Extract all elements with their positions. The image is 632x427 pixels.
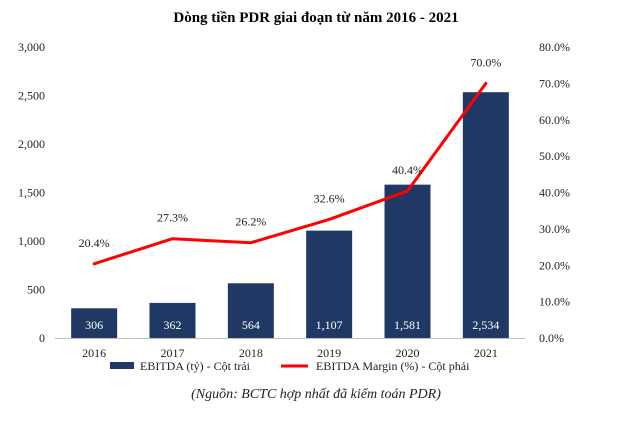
y-right-tick-label: 10.0% bbox=[539, 295, 570, 309]
margin-data-label: 20.4% bbox=[79, 236, 110, 250]
source-note: (Nguồn: BCTC hợp nhất đã kiểm toán PDR) bbox=[191, 387, 441, 402]
y-right-tick-label: 40.0% bbox=[539, 186, 570, 200]
bar-data-label: 306 bbox=[85, 318, 103, 332]
legend-label-margin: EBITDA Margin (%) - Cột phải bbox=[316, 359, 470, 373]
y-left-tick-label: 3,000 bbox=[18, 40, 45, 54]
bar bbox=[384, 184, 431, 338]
y-left-tick-label: 1,000 bbox=[18, 234, 45, 248]
y-left-tick-label: 500 bbox=[27, 283, 45, 297]
bar bbox=[149, 302, 196, 338]
y-left-tick-label: 1,500 bbox=[18, 186, 45, 200]
bar-data-label: 1,581 bbox=[394, 318, 421, 332]
margin-line bbox=[92, 81, 488, 266]
x-tick-label: 2020 bbox=[396, 346, 420, 360]
y-right-tick-label: 50.0% bbox=[539, 149, 570, 163]
margin-data-label: 26.2% bbox=[235, 215, 266, 229]
bar bbox=[462, 92, 509, 339]
y-left-tick-label: 0 bbox=[39, 331, 45, 345]
y-left-tick-label: 2,000 bbox=[18, 137, 45, 151]
margin-data-label: 40.4% bbox=[392, 163, 423, 177]
bar-data-label: 1,107 bbox=[316, 318, 343, 332]
legend-swatch-ebitda bbox=[110, 362, 134, 369]
y-right-tick-label: 20.0% bbox=[539, 258, 570, 272]
y-right-tick-label: 0.0% bbox=[539, 331, 564, 345]
y-right-tick-label: 70.0% bbox=[539, 76, 570, 90]
bar-data-label: 362 bbox=[164, 318, 182, 332]
legend: EBITDA (tỷ) - Cột trái EBITDA Margin (%) … bbox=[110, 359, 470, 373]
x-tick-label: 2017 bbox=[161, 346, 185, 360]
legend-label-ebitda: EBITDA (tỷ) - Cột trái bbox=[140, 359, 251, 373]
bar-data-label: 2,534 bbox=[472, 318, 499, 332]
x-tick-label: 2021 bbox=[474, 346, 498, 360]
y-left-tick-label: 2,500 bbox=[18, 89, 45, 103]
y-right-tick-label: 60.0% bbox=[539, 113, 570, 127]
bar bbox=[227, 283, 274, 338]
y-right-tick-label: 80.0% bbox=[539, 40, 570, 54]
x-tick-label: 2019 bbox=[317, 346, 341, 360]
bar-data-label: 564 bbox=[242, 318, 260, 332]
margin-data-label: 27.3% bbox=[157, 211, 188, 225]
plot-area: 0 500 1,000 1,500 2,000 2,500 3,000 0.0% 10.0% 20… bbox=[18, 40, 570, 360]
bar bbox=[71, 308, 118, 338]
y-right-tick-label: 30.0% bbox=[539, 222, 570, 236]
x-tick-label: 2016 bbox=[82, 346, 106, 360]
margin-data-label: 32.6% bbox=[314, 191, 345, 205]
margin-data-label: 70.0% bbox=[470, 55, 501, 69]
chart-title: Dòng tiền PDR giai đoạn từ năm 2016 - 20… bbox=[173, 10, 458, 26]
x-tick-label: 2018 bbox=[239, 346, 263, 360]
bar bbox=[306, 230, 353, 338]
